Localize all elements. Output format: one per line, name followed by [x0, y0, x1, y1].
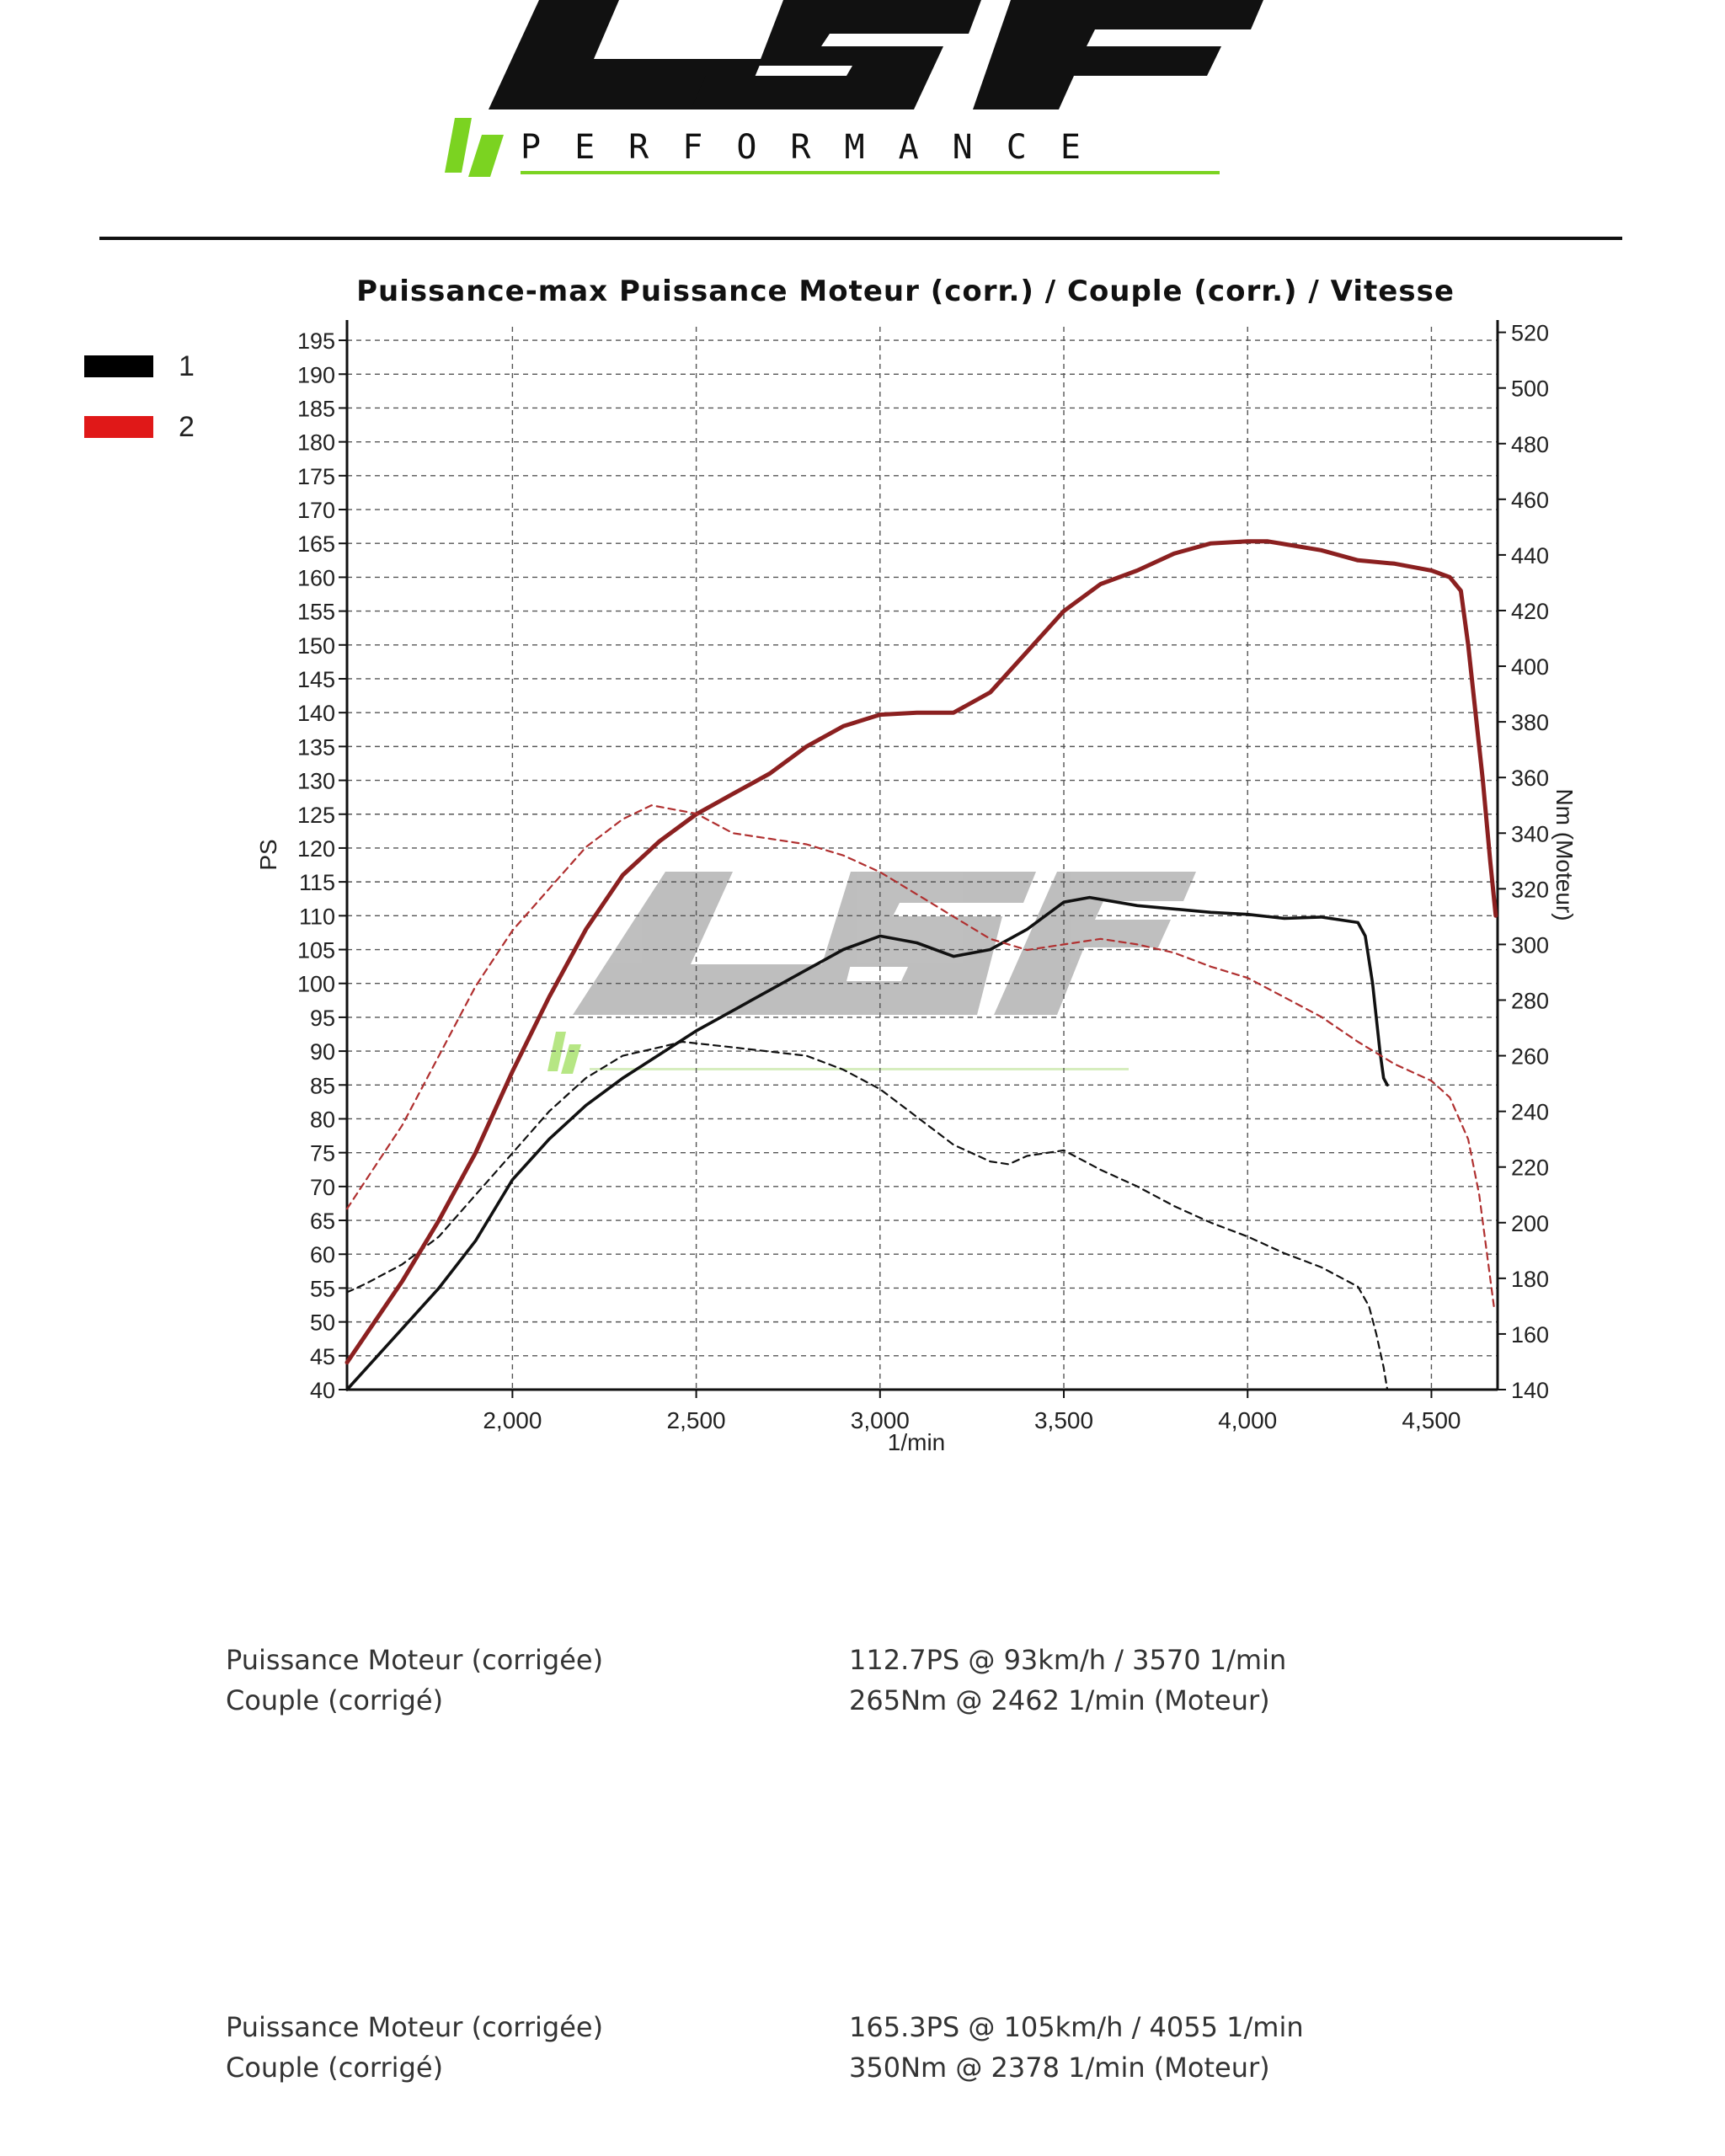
series-line-1-torque	[345, 1040, 1389, 1391]
y-left-tick-label: 60	[310, 1242, 335, 1267]
x-tick-label: 2,500	[667, 1407, 726, 1433]
y-left-tick-label: 55	[310, 1276, 335, 1301]
y-right-tick-label: 320	[1511, 877, 1549, 902]
result-row-power: Puissance Moteur (corrigée) 112.7PS @ 93…	[226, 1644, 1573, 1684]
y-right-tick-label: 360	[1511, 766, 1549, 791]
watermark-logo	[547, 872, 1196, 1074]
chart-series	[344, 539, 1498, 1391]
y-right-tick-label: 420	[1511, 599, 1549, 624]
y-left-tick-label: 185	[297, 396, 335, 421]
series-line-2-torque	[345, 804, 1495, 1308]
x-tick-label: 3,500	[1034, 1407, 1093, 1433]
y-left-tick-label: 150	[297, 633, 335, 659]
brand-logo: PERFORMANCE	[0, 0, 1725, 194]
y-left-tick-label: 50	[310, 1310, 335, 1336]
results-run-2: Puissance Moteur (corrigée) 165.3PS @ 10…	[226, 2011, 1573, 2092]
y-left-tick-label: 140	[297, 701, 335, 726]
y-left-tick-label: 85	[310, 1073, 335, 1098]
y-right-tick-label: 240	[1511, 1100, 1549, 1125]
y-left-tick-label: 190	[297, 362, 335, 387]
x-tick-label: 3,000	[851, 1407, 910, 1433]
result-label-power: Puissance Moteur (corrigée)	[226, 1644, 604, 1676]
result-row-power: Puissance Moteur (corrigée) 165.3PS @ 10…	[226, 2011, 1573, 2052]
y-left-tick-label: 100	[297, 972, 335, 997]
results-run-1: Puissance Moteur (corrigée) 112.7PS @ 93…	[226, 1644, 1573, 1725]
y-left-tick-label: 130	[297, 769, 335, 794]
y-right-tick-label: 160	[1511, 1322, 1549, 1348]
y-left-tick-label: 165	[297, 531, 335, 557]
chart-title: Puissance-max Puissance Moteur (corr.) /…	[356, 275, 1455, 308]
y-left-tick-label: 40	[310, 1378, 335, 1403]
y-right-tick-label: 260	[1511, 1044, 1549, 1070]
legend: 1 2	[84, 345, 253, 467]
result-value-torque: 350Nm @ 2378 1/min (Moteur)	[849, 2052, 1270, 2084]
series-line-2-power	[344, 539, 1498, 1365]
y-right-tick-label: 520	[1511, 321, 1549, 346]
result-value-torque: 265Nm @ 2462 1/min (Moteur)	[849, 1684, 1270, 1716]
y-left-tick-label: 65	[310, 1209, 335, 1234]
y-right-tick-label: 380	[1511, 710, 1549, 735]
series-line-1-power	[345, 895, 1389, 1391]
logo-tagline: PERFORMANCE	[521, 128, 1114, 167]
dyno-chart: 40 45 50 55 60 65 70 75 80 85 90 95 100 105 110 115 120 1…	[255, 320, 1578, 1455]
lsf-logo-icon: PERFORMANCE	[445, 0, 1263, 177]
legend-swatch-2	[84, 416, 153, 438]
y-left-tick-label: 160	[297, 565, 335, 590]
y-right-tick-label: 180	[1511, 1267, 1549, 1292]
legend-label-1: 1	[179, 350, 195, 382]
result-value-power: 165.3PS @ 105km/h / 4055 1/min	[849, 2011, 1304, 2043]
y-right-tick-label: 200	[1511, 1211, 1549, 1236]
y-left-tick-label: 135	[297, 734, 335, 760]
legend-item-1: 1	[84, 345, 253, 406]
result-label-torque: Couple (corrigé)	[226, 2052, 444, 2084]
y-right-tick-label: 300	[1511, 932, 1549, 958]
legend-label-2: 2	[179, 411, 195, 443]
y-left-tick-label: 170	[297, 498, 335, 523]
y-left-tick-label: 125	[297, 803, 335, 828]
y-left-tick-label: 155	[297, 600, 335, 625]
y-left-tick-label: 75	[310, 1141, 335, 1166]
chart-grid	[347, 327, 1498, 1390]
y-left-tick-label: 120	[297, 836, 335, 862]
y-left-tick-label: 145	[297, 667, 335, 692]
result-row-torque: Couple (corrigé) 350Nm @ 2378 1/min (Mot…	[226, 2052, 1573, 2092]
y-left-tick-label: 95	[310, 1006, 335, 1031]
y-left-tick-label: 175	[297, 464, 335, 489]
result-label-torque: Couple (corrigé)	[226, 1684, 444, 1716]
legend-swatch-1	[84, 355, 153, 377]
y-right-tick-label: 440	[1511, 543, 1549, 568]
y-right-tick-label: 480	[1511, 432, 1549, 457]
x-tick-label: 4,500	[1402, 1407, 1461, 1433]
result-label-power: Puissance Moteur (corrigée)	[226, 2011, 604, 2043]
x-tick-label: 4,000	[1218, 1407, 1277, 1433]
y-right-tick-label: 460	[1511, 488, 1549, 513]
x-tick-label: 2,000	[483, 1407, 542, 1433]
y-right-tick-label: 280	[1511, 988, 1549, 1013]
header-divider	[99, 237, 1622, 240]
y-right-tick-label: 220	[1511, 1155, 1549, 1181]
y-left-tick-label: 80	[310, 1107, 335, 1132]
legend-item-2: 2	[84, 406, 253, 467]
chart-axes: 40 45 50 55 60 65 70 75 80 85 90 95 100 105 110 115 120 1…	[297, 320, 1549, 1433]
y-left-tick-label: 110	[299, 904, 335, 929]
y-right-tick-label: 140	[1511, 1378, 1549, 1403]
y-axis-label-left: PS	[255, 839, 281, 870]
y-left-tick-label: 45	[310, 1344, 335, 1369]
y-left-tick-label: 195	[297, 328, 335, 354]
y-right-tick-label: 340	[1511, 821, 1549, 846]
y-left-tick-label: 180	[297, 430, 335, 456]
y-left-tick-label: 90	[310, 1039, 335, 1065]
y-right-tick-label: 500	[1511, 376, 1549, 402]
x-axis-label: 1/min	[888, 1429, 945, 1455]
y-left-tick-label: 70	[310, 1175, 335, 1200]
y-left-tick-label: 105	[297, 938, 335, 963]
y-left-tick-label: 115	[299, 870, 335, 895]
y-right-tick-label: 400	[1511, 654, 1549, 680]
result-value-power: 112.7PS @ 93km/h / 3570 1/min	[849, 1644, 1287, 1676]
y-axis-label-right: Nm (Moteur)	[1551, 788, 1578, 921]
result-row-torque: Couple (corrigé) 265Nm @ 2462 1/min (Mot…	[226, 1684, 1573, 1725]
